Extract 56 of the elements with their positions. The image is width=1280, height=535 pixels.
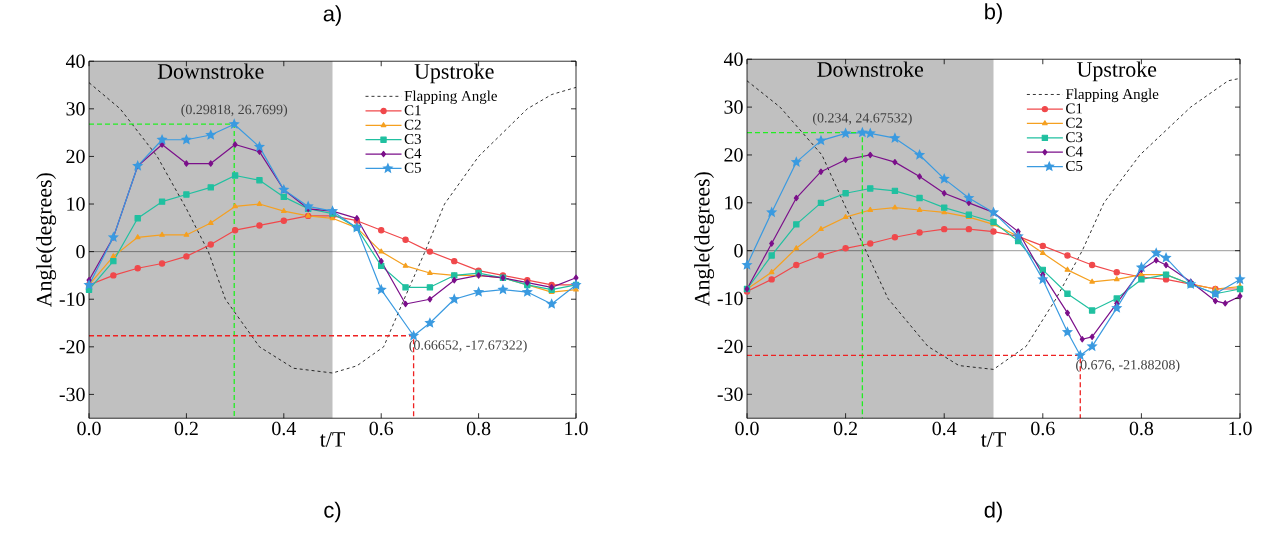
annotation: Upstroke — [414, 63, 494, 84]
y-axis-title: Angle(degrees) — [36, 173, 57, 307]
y-tick-label: 10 — [67, 197, 85, 211]
legend-label: C5 — [1066, 160, 1083, 171]
x-tick-label: 0.0 — [77, 421, 101, 436]
chart-title: b) — [985, 3, 1002, 24]
legend-label: C2 — [404, 119, 421, 130]
annotation: (0.234, 24.67532) — [813, 112, 912, 126]
band-label: Downstroke — [817, 61, 924, 77]
x-tick-label: 0.4 — [272, 421, 296, 436]
y-tick-label: 0 — [76, 244, 85, 259]
y-tick-label: 40 — [723, 52, 743, 66]
x-tick-label: 0.4 — [932, 421, 957, 436]
x-tick-label: 0.2 — [174, 421, 198, 436]
y-tick-label: -30 — [717, 387, 743, 401]
annotation: Upstroke — [1077, 61, 1157, 82]
legend-label: Flapping Angle — [1065, 88, 1159, 103]
y-tick-label: 30 — [66, 101, 85, 116]
x-tick-label: 1.0 — [565, 421, 588, 436]
y-tick-label: 20 — [724, 148, 743, 162]
legend-label: C3 — [404, 133, 421, 144]
y-tick-label: -30 — [59, 387, 85, 402]
y-tick-label: -20 — [717, 339, 743, 354]
y-tick-label: 20 — [66, 149, 85, 164]
y-tick-label: 40 — [65, 54, 85, 68]
y-tick-label: -20 — [59, 339, 85, 354]
x-tick-label: 0.2 — [833, 421, 857, 436]
legend-label: C1 — [1066, 103, 1082, 114]
legend-label: C2 — [1066, 117, 1083, 128]
y-tick-label: -10 — [717, 291, 743, 306]
legend-label: C5 — [404, 162, 421, 173]
x-tick-label: 0.6 — [369, 421, 394, 436]
y-tick-label: 30 — [724, 100, 743, 114]
x-tick-label: 1.0 — [1229, 421, 1252, 436]
x-tick-label: 0.8 — [1129, 421, 1154, 436]
y-axis-title: Angle(degrees) — [694, 172, 715, 306]
y-tick-label: 0 — [734, 243, 743, 258]
legend-label: C1 — [404, 105, 421, 116]
annotation: (0.676, -21.88208) — [1076, 359, 1180, 373]
legend-label: C3 — [1066, 132, 1083, 143]
chart-title: a) — [323, 5, 341, 26]
y-tick-label: 10 — [725, 196, 743, 210]
legend-label: Flapping Angle — [404, 90, 497, 104]
x-axis-title: t/T — [980, 432, 1006, 447]
legend-label: C4 — [1066, 146, 1083, 157]
text: d) — [984, 501, 1002, 523]
x-tick-label: 0.8 — [466, 421, 491, 436]
x-axis-title: t/T — [319, 432, 345, 447]
text: c) — [324, 501, 341, 523]
legend-label: C4 — [404, 148, 422, 159]
y-tick-label: -10 — [59, 292, 85, 306]
x-tick-label: 0.0 — [735, 421, 759, 436]
band-label: Downstroke — [157, 63, 264, 79]
annotation: (0.29818, 26.7699) — [181, 104, 288, 117]
annotation: (0.66652, -17.67322) — [409, 339, 527, 353]
x-tick-label: 0.6 — [1031, 421, 1055, 436]
